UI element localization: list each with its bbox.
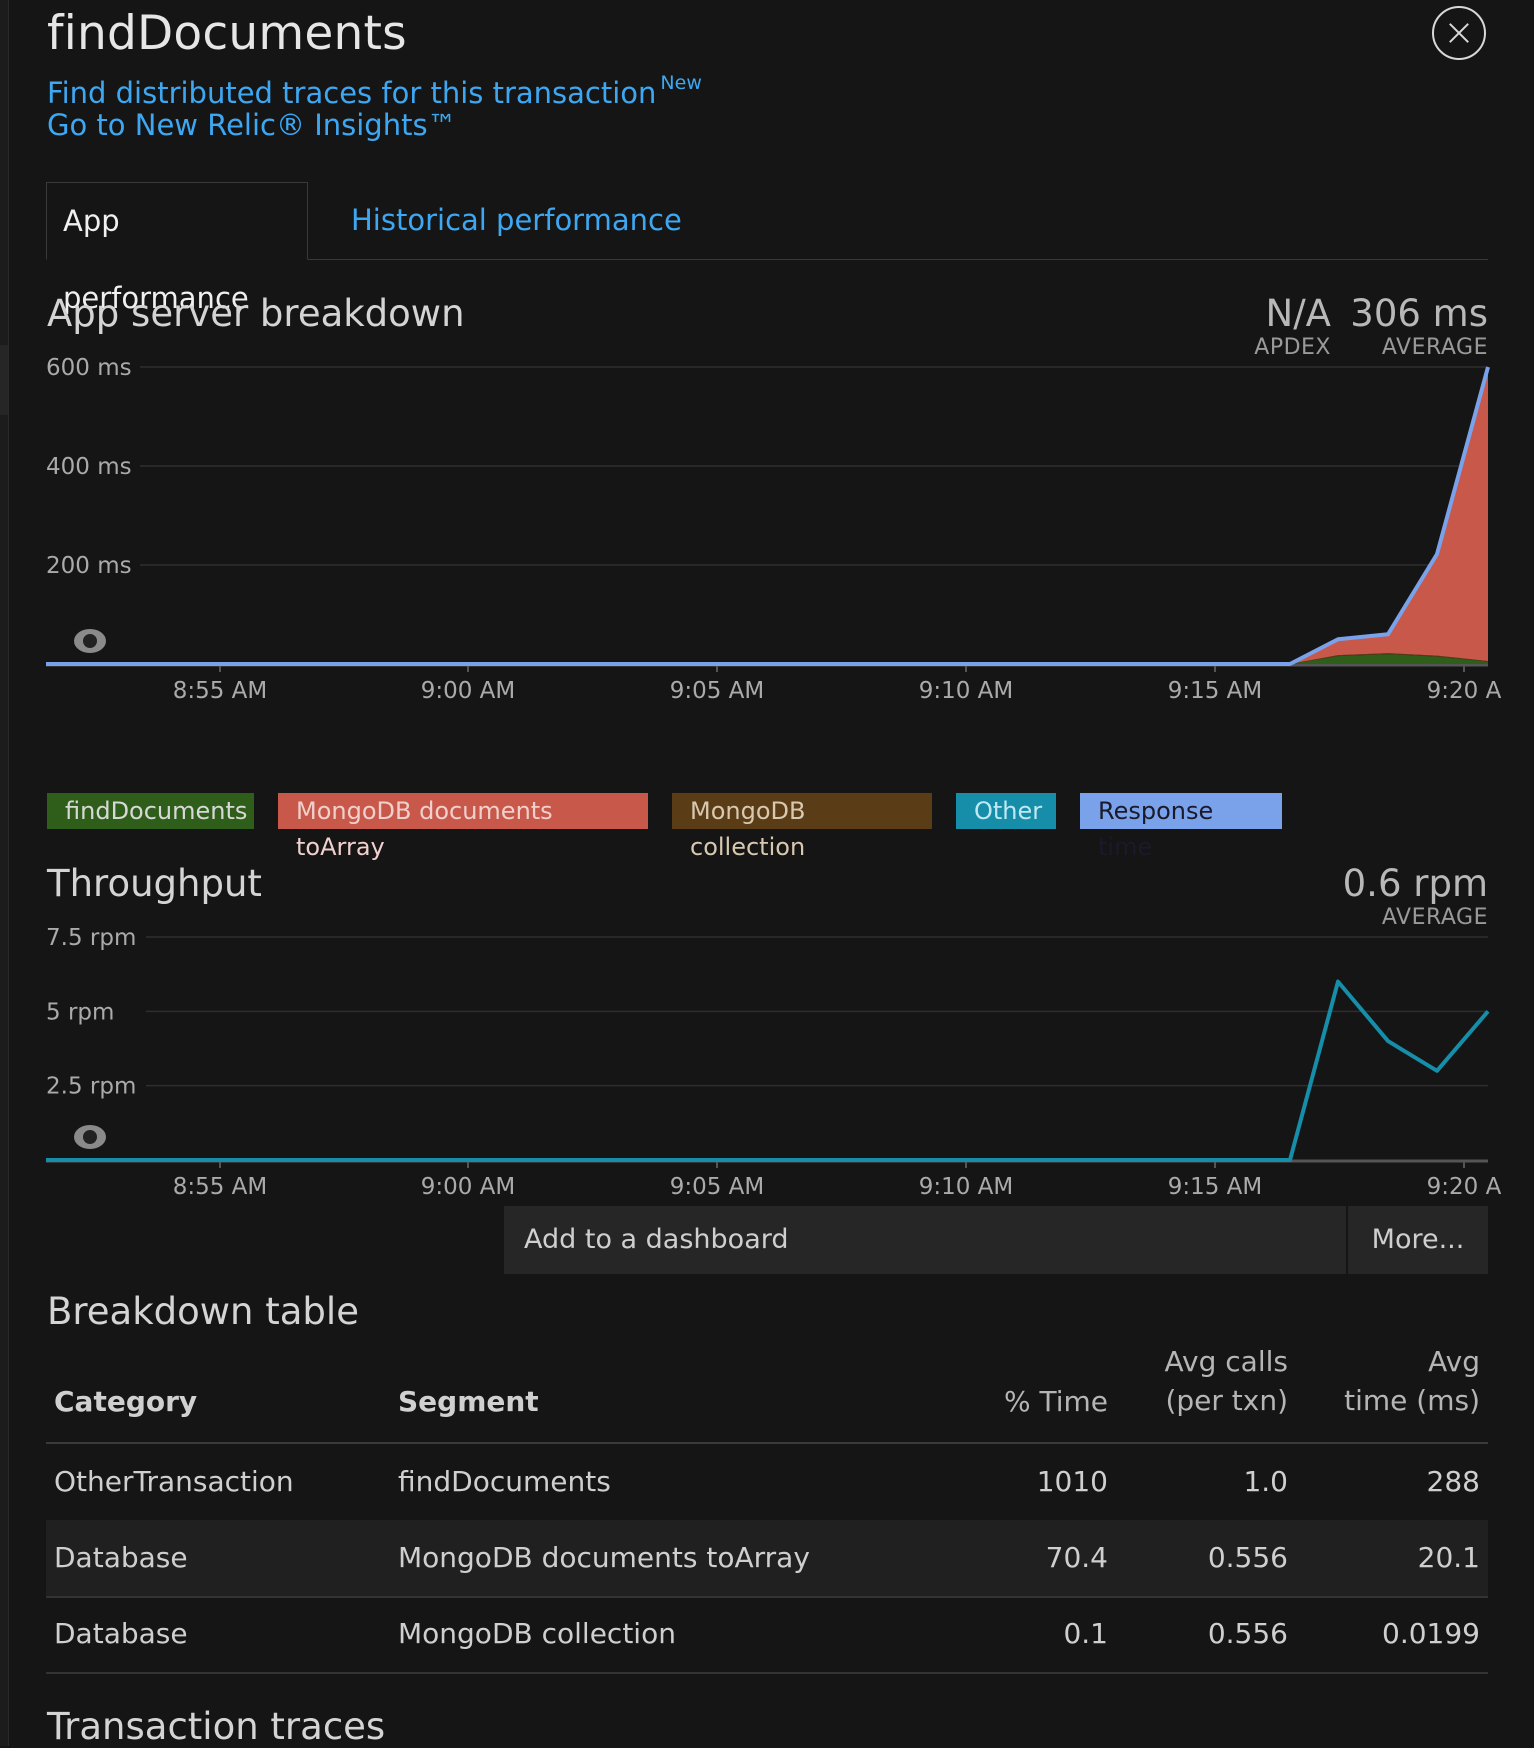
header-divider [46,1442,1488,1444]
cell-segment: findDocuments [398,1465,611,1498]
x-tick-label: 9:05 AM [670,1174,765,1200]
x-tick-label: 8:55 AM [173,678,268,704]
x-tick-label: 9:15 AM [1168,678,1263,704]
cell-avg-calls: 0.556 [1207,1617,1288,1650]
tab-historical-performance[interactable]: Historical performance [351,203,682,237]
table-row: OtherTransaction findDocuments 1010 1.0 … [46,1444,1488,1522]
eye-pupil [83,634,97,648]
distributed-traces-link-row: Find distributed traces for this transac… [47,72,702,110]
left-edge-bar [0,0,9,1746]
area-finddocuments [46,654,1488,664]
header-avg-time[interactable]: Avg time (ms) [1344,1345,1480,1417]
legend-item-response-time[interactable]: Response time [1080,793,1282,861]
distributed-traces-link[interactable]: Find distributed traces for this transac… [47,76,657,110]
cell-avg-time: 288 [1426,1465,1480,1498]
left-edge-handle[interactable] [0,345,8,415]
cell-pct-time: 0.1 [1063,1617,1108,1650]
page-title: findDocuments [47,6,407,61]
header-pct-time[interactable]: % Time [1003,1385,1108,1418]
cell-pct-time: 70.4 [1045,1541,1108,1574]
table-row: Database MongoDB collection 0.1 0.556 0.… [46,1596,1488,1674]
x-tick-label: 8:55 AM [173,1174,268,1200]
cell-avg-time: 0.0199 [1382,1617,1480,1650]
header-avg-time-line2: time (ms) [1344,1384,1480,1417]
breakdown-table-title: Breakdown table [47,1290,359,1333]
response-average-stat: 306 ms AVERAGE [1350,292,1488,360]
header-avg-time-line1: Avg [1428,1345,1480,1378]
x-tick-label: 9:00 AM [421,1174,516,1200]
eye-icon [74,1125,106,1149]
cell-avg-time: 20.1 [1417,1541,1480,1574]
insights-link[interactable]: Go to New Relic® Insights™ [47,108,457,142]
app-server-title: App server breakdown [47,292,465,335]
header-avg-calls[interactable]: Avg calls (per txn) [1165,1345,1288,1417]
response-average-label: AVERAGE [1381,335,1488,360]
header-avg-calls-line1: Avg calls [1164,1345,1288,1378]
x-tick-label: 9:15 AM [1168,1174,1263,1200]
legend-item-mongodb-collection[interactable]: MongoDB collection [672,793,932,861]
y-tick-label: 7.5 rpm [46,925,136,951]
header-segment[interactable]: Segment [398,1385,539,1418]
legend-item-other[interactable]: Other [956,793,1056,829]
throughput-line [46,979,1490,1162]
throughput-average-label: AVERAGE [1381,905,1488,930]
apdex-label: APDEX [1254,335,1331,360]
y-tick-label: 5 rpm [46,999,114,1025]
throughput-average-stat: 0.6 rpm AVERAGE [1343,862,1488,930]
throughput-chart: 7.5 rpm 5 rpm 2.5 rpm 8:55 AM 9:00 AM 9:05 AM… [46,925,1502,1200]
apdex-stat: N/A APDEX [1254,292,1331,360]
more-button[interactable]: More... [1348,1206,1488,1274]
response-average-value: 306 ms [1350,292,1488,335]
new-badge: New [660,72,702,94]
cell-category: Database [54,1541,188,1574]
x-tick-label: 9:10 AM [919,1174,1014,1200]
x-tick-label: 9:05 AM [670,678,765,704]
legend-item-mongodb-documents-toarray[interactable]: MongoDB documents toArray [278,793,648,861]
x-tick-label: 9:10 AM [919,678,1014,704]
y-tick-label: 200 ms [46,553,132,579]
apdex-value: N/A [1265,292,1331,335]
app-server-breakdown-chart: 600 ms 400 ms 200 ms 8:55 AM 9:00 AM 9:05 AM 9… [46,355,1502,704]
legend-item-finddocuments[interactable]: findDocuments [47,793,254,829]
close-icon[interactable] [1432,6,1486,60]
cell-category: Database [54,1617,188,1650]
transaction-traces-title: Transaction traces [47,1705,386,1748]
throughput-average-value: 0.6 rpm [1342,862,1488,905]
x-tick-label: 9:00 AM [421,678,516,704]
throughput-title: Throughput [47,862,262,905]
y-tick-label: 600 ms [46,355,132,381]
x-tick-label: 9:20 A [1427,1174,1502,1200]
response-time-line [46,366,1490,666]
cell-avg-calls: 1.0 [1243,1465,1288,1498]
add-to-dashboard-button[interactable]: Add to a dashboard [504,1206,1346,1274]
eye-icon [74,629,106,653]
y-tick-label: 400 ms [46,454,132,480]
cell-pct-time: 1010 [1036,1465,1108,1498]
header-category[interactable]: Category [54,1385,198,1418]
cell-category: OtherTransaction [54,1465,294,1498]
header-avg-calls-line2: (per txn) [1165,1384,1288,1417]
cell-avg-calls: 0.556 [1207,1541,1288,1574]
eye-pupil [83,1130,97,1144]
table-row: Database MongoDB documents toArray 70.4 … [46,1520,1488,1598]
tab-app-performance[interactable]: App performance [46,182,308,315]
segment-link[interactable]: MongoDB collection [398,1617,676,1650]
y-tick-label: 2.5 rpm [46,1074,136,1100]
x-tick-label: 9:20 A [1427,678,1502,704]
tab-bar: App performance Historical performance [46,182,1488,315]
segment-link[interactable]: MongoDB documents toArray [398,1541,810,1574]
